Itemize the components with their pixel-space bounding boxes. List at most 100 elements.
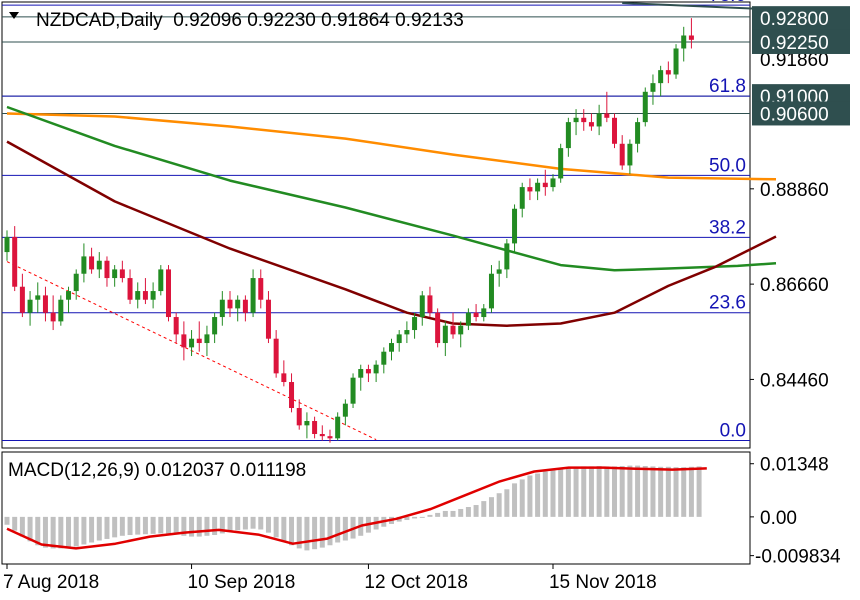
candle-body	[189, 338, 195, 348]
candle	[204, 325, 210, 357]
candle-body	[81, 256, 87, 274]
price-badge: 0.90600	[752, 101, 850, 126]
candle	[389, 338, 394, 361]
macd-histogram-bar	[427, 514, 433, 517]
candle-body	[304, 421, 310, 426]
macd-histogram-bar	[127, 516, 133, 536]
candle-body	[396, 334, 402, 344]
candle	[189, 330, 195, 357]
candle	[573, 109, 579, 136]
price-badge-label: 0.90600	[760, 104, 829, 125]
macd-histogram-bar	[681, 467, 687, 517]
macd-signal-line	[6, 466, 707, 550]
fib-label: 61.8	[709, 76, 746, 97]
candle	[442, 321, 448, 357]
price-tick-label: 0.84460	[760, 370, 829, 391]
candle	[289, 373, 295, 413]
candle	[42, 286, 48, 322]
fib-label: 78.6	[709, 0, 746, 6]
macd-histogram-bar	[319, 516, 325, 548]
macd-histogram-bar	[419, 516, 425, 518]
candle	[404, 321, 410, 344]
macd-histogram-bar	[504, 489, 510, 517]
candle-body	[465, 312, 471, 326]
macd-histogram-bar	[688, 466, 694, 517]
candle-body	[335, 416, 341, 439]
candle-body	[573, 117, 579, 123]
candle	[535, 178, 541, 201]
candle-body	[381, 351, 387, 365]
macd-histogram-bar	[273, 516, 279, 538]
candle	[581, 109, 587, 131]
fib-label: 23.6	[709, 293, 746, 314]
candle-body	[350, 377, 356, 404]
macd-histogram-bar	[658, 466, 664, 517]
macd-histogram-bar	[89, 516, 95, 543]
macd-histogram-bar	[442, 510, 448, 517]
candle	[512, 204, 518, 253]
candle-body	[66, 291, 72, 300]
candle-body	[73, 273, 79, 292]
candle-body	[658, 70, 664, 84]
candle	[35, 282, 41, 313]
candle-body	[588, 122, 594, 127]
moving-averages	[6, 105, 777, 327]
candle	[104, 256, 110, 287]
macd-histogram-bar	[327, 516, 333, 546]
macd-histogram-bar	[465, 507, 471, 517]
moving-average-line	[6, 105, 777, 272]
candle-body	[119, 269, 125, 279]
macd-histogram-bar	[258, 516, 264, 530]
candle	[173, 312, 179, 344]
trend-lines	[6, 2, 807, 441]
candle-body	[665, 70, 671, 75]
price-axis: 0.88860 0.86660 0.84460 0.91860	[750, 50, 829, 391]
price-badge-label: 0.92800	[760, 9, 829, 30]
candle-body	[419, 295, 425, 318]
macd-histogram-bar	[673, 467, 679, 517]
macd-histogram-bar	[550, 469, 556, 517]
candle-body	[58, 299, 64, 322]
candle-body	[227, 299, 233, 309]
candle	[488, 265, 494, 313]
macd-histogram-bar	[481, 501, 487, 517]
candle	[527, 178, 533, 201]
macd-histogram-bar	[542, 471, 548, 517]
macd-histogram-bar	[612, 466, 618, 517]
macd-histogram-bar	[588, 466, 594, 517]
candle-body	[404, 330, 410, 335]
candle-body	[473, 312, 479, 318]
candle	[27, 291, 33, 326]
macd-histogram-bar	[289, 516, 295, 546]
candle-body	[89, 256, 95, 270]
candle-body	[681, 35, 687, 49]
macd-histogram-bar	[696, 466, 702, 517]
macd-histogram-bar	[27, 516, 33, 542]
candle	[66, 286, 72, 313]
candle-body	[481, 308, 487, 318]
moving-average-line	[6, 112, 777, 181]
macd-histogram-bar	[50, 516, 56, 549]
candle-body	[19, 286, 25, 313]
fib-label: 0.0	[720, 421, 746, 442]
macd-histogram-bar	[558, 468, 564, 517]
date-tick-label: 15 Nov 2018	[549, 572, 657, 593]
candle	[565, 117, 571, 157]
candles	[4, 18, 694, 443]
candle	[342, 399, 348, 426]
macd-histogram-bar	[250, 516, 256, 529]
candle	[265, 291, 271, 344]
candle	[142, 278, 148, 305]
candle	[89, 247, 95, 274]
candle	[665, 61, 671, 84]
candle-body	[273, 338, 279, 374]
macd-histogram-bar	[242, 516, 248, 530]
candle	[212, 312, 218, 344]
candle-body	[688, 35, 694, 40]
macd-histogram-bar	[227, 516, 233, 532]
macd-histogram-bar	[642, 466, 648, 517]
candle	[558, 143, 564, 183]
candle	[335, 412, 341, 441]
candle-body	[558, 148, 564, 179]
